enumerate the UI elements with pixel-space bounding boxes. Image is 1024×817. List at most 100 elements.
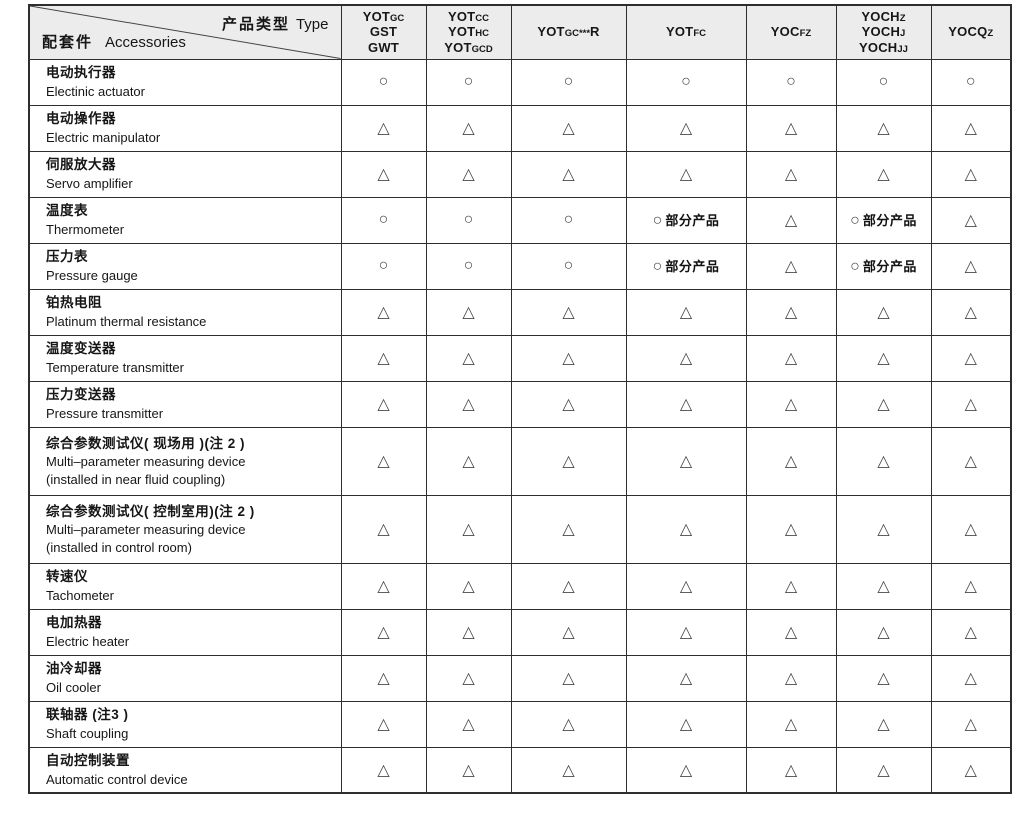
column-header-yotgc-gst-gwt: YOTGC GST GWT [340, 4, 427, 60]
table-row: 综合参数测试仪( 现场用 )(注 2 ) Multi–parameter meas… [28, 426, 1012, 496]
model-name: YOCHJ [861, 24, 906, 40]
row-label: 铂热电阻 Platinum thermal resistance [28, 288, 342, 336]
compatibility-cell-triangle: △ [930, 426, 1012, 496]
compatibility-cell-triangle: △ [425, 654, 512, 702]
header-row: 产品类型 Type 配套件 Accessories YOTGC GST GWT YOTCC… [28, 4, 1012, 60]
compatibility-cell-triangle: △ [340, 288, 427, 336]
row-label: 综合参数测试仪( 控制室用)(注 2 ) Multi–parameter meas… [28, 494, 342, 564]
table-row: 综合参数测试仪( 控制室用)(注 2 ) Multi–parameter meas… [28, 494, 1012, 564]
model-name: YOTGCD [444, 40, 493, 56]
row-label: 转速仪 Tachometer [28, 562, 342, 610]
row-label-en: Oil cooler [46, 680, 101, 695]
row-label-zh: 电动执行器 [46, 65, 116, 81]
compatibility-cell-triangle: △ [835, 562, 932, 610]
compatibility-cell-circle: ○ [425, 58, 512, 106]
row-label-en: Multi–parameter measuring device [46, 522, 246, 538]
model-name: YOTGC***R [537, 24, 600, 40]
compatibility-cell-triangle: △ [745, 654, 837, 702]
diagonal-divider [30, 6, 341, 59]
row-label: 联轴器 (注3 ) Shaft coupling [28, 700, 342, 748]
column-header-yocqz: YOCQZ [930, 4, 1012, 60]
partial-products-label: 部分产品 [665, 259, 720, 274]
compatibility-cell-triangle: △ [745, 426, 837, 496]
product-type-label-zh: 产品类型 [221, 16, 290, 33]
table-row: 油冷却器 Oil cooler △ △ △ △ △ △ △ [28, 654, 1012, 702]
row-label-zh: 压力表 [46, 249, 88, 265]
compatibility-cell-triangle: △ [930, 700, 1012, 748]
row-label: 电加热器 Electric heater [28, 608, 342, 656]
row-label-en: Pressure transmitter [46, 406, 164, 421]
compatibility-cell-triangle: △ [340, 608, 427, 656]
compatibility-cell-triangle: △ [340, 562, 427, 610]
row-label-zh: 转速仪 [46, 569, 88, 585]
compatibility-cell-triangle: △ [835, 104, 932, 152]
row-label-zh: 温度表 [46, 203, 88, 219]
compatibility-cell-triangle: △ [835, 380, 932, 428]
row-label-en: Pressure gauge [46, 268, 138, 283]
row-label-en: (installed in control room) [46, 539, 192, 555]
partial-products-label: 部分产品 [665, 213, 720, 228]
compatibility-cell-triangle: △ [835, 494, 932, 564]
row-label-zh: 联轴器 (注3 ) [46, 707, 129, 723]
table-row: 温度表 Thermometer ○ ○ ○ ○ 部分产品 △ ○ 部分产品 △ [28, 196, 1012, 244]
model-name: YOCQZ [948, 24, 994, 40]
compatibility-cell-triangle: △ [425, 288, 512, 336]
compatibility-cell-triangle: △ [625, 608, 747, 656]
table-row: 伺服放大器 Servo amplifier △ △ △ △ △ △ △ [28, 150, 1012, 198]
compatibility-cell-triangle: △ [510, 608, 627, 656]
compatibility-cell-triangle: △ [625, 562, 747, 610]
compatibility-cell-triangle: △ [625, 700, 747, 748]
compatibility-cell-triangle: △ [340, 334, 427, 382]
compatibility-cell-triangle: △ [510, 700, 627, 748]
row-label: 压力表 Pressure gauge [28, 242, 342, 290]
compatibility-cell-triangle: △ [425, 494, 512, 564]
row-label-en: Multi–parameter measuring device [46, 454, 246, 470]
compatibility-cell-triangle: △ [425, 700, 512, 748]
compatibility-cell-triangle: △ [340, 150, 427, 198]
model-name: YOTFC [666, 24, 706, 40]
compatibility-cell-triangle: △ [340, 426, 427, 496]
compatibility-cell-circle: ○ [510, 242, 627, 290]
row-label: 自动控制装置 Automatic control device [28, 746, 342, 794]
compatibility-cell-triangle: △ [425, 746, 512, 794]
model-name: YOCFZ [770, 24, 812, 40]
compatibility-cell-triangle: △ [745, 242, 837, 290]
row-label: 温度变送器 Temperature transmitter [28, 334, 342, 382]
compatibility-cell-triangle: △ [745, 104, 837, 152]
compatibility-cell-triangle: △ [745, 494, 837, 564]
compatibility-cell-triangle: △ [625, 104, 747, 152]
compatibility-cell-triangle: △ [510, 334, 627, 382]
compatibility-cell-triangle: △ [340, 700, 427, 748]
row-label-zh: 综合参数测试仪( 控制室用)(注 2 ) [46, 503, 255, 519]
compatibility-cell-triangle: △ [930, 654, 1012, 702]
compatibility-cell-circle-partial: ○ 部分产品 [625, 242, 747, 290]
row-label-zh: 铂热电阻 [46, 295, 102, 311]
row-label: 油冷却器 Oil cooler [28, 654, 342, 702]
model-name: YOTGC [362, 8, 405, 24]
compatibility-cell-triangle: △ [745, 608, 837, 656]
compatibility-cell-triangle: △ [340, 494, 427, 564]
compatibility-cell-triangle: △ [745, 700, 837, 748]
circle-symbol: ○ [850, 258, 860, 275]
compatibility-cell-triangle: △ [930, 380, 1012, 428]
compatibility-cell-triangle: △ [340, 380, 427, 428]
circle-symbol: ○ [652, 258, 663, 275]
compatibility-cell-circle: ○ [625, 58, 747, 106]
compatibility-cell-circle-partial: ○ 部分产品 [625, 196, 747, 244]
compatibility-cell-circle: ○ [930, 58, 1012, 106]
compatibility-cell-triangle: △ [930, 242, 1012, 290]
compatibility-cell-triangle: △ [510, 288, 627, 336]
compatibility-cell-triangle: △ [625, 654, 747, 702]
compatibility-cell-triangle: △ [425, 150, 512, 198]
row-label-zh: 压力变送器 [46, 387, 116, 403]
row-label: 伺服放大器 Servo amplifier [28, 150, 342, 198]
row-label: 压力变送器 Pressure transmitter [28, 380, 342, 428]
column-header-yochz-yochj-yochjj: YOCHZ YOCHJ YOCHJJ [835, 4, 932, 60]
compatibility-cell-triangle: △ [930, 334, 1012, 382]
row-label-en: Automatic control device [46, 771, 188, 787]
compatibility-cell-triangle: △ [625, 746, 747, 794]
table-row: 压力变送器 Pressure transmitter △ △ △ △ △ △ △ [28, 380, 1012, 428]
compatibility-cell-triangle: △ [510, 380, 627, 428]
compatibility-cell-triangle: △ [745, 746, 837, 794]
row-label-en: Electric manipulator [46, 130, 161, 145]
